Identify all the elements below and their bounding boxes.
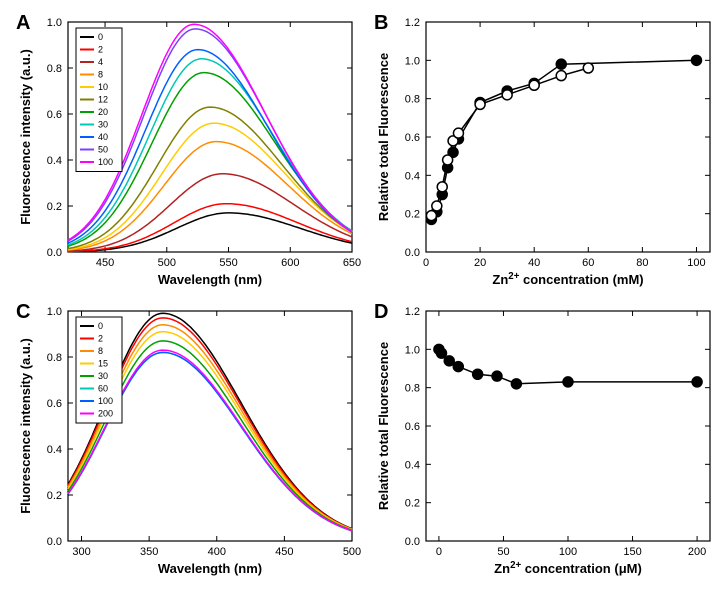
svg-text:1.0: 1.0: [47, 306, 62, 318]
panel-d-chart: 0 50 100 150 200 0.0 0.2 0.4 0.6 0.8 1.0 1.2 Zn2+ co…: [368, 299, 722, 583]
panel-b-label: B: [374, 12, 388, 35]
panel-a-label: A: [16, 12, 30, 35]
svg-text:Fluorescence intensity (a.u.): Fluorescence intensity (a.u.): [18, 338, 33, 514]
svg-text:450: 450: [96, 257, 114, 269]
svg-text:0.4: 0.4: [47, 444, 62, 456]
svg-text:0.2: 0.2: [405, 209, 420, 221]
panel-d: D 0 50 100 150 200 0.0 0.2 0.4 0.6 0.8 1.0 1.2 Zn2+ …: [368, 299, 722, 584]
panel-a: A 4505005506006500.00.20.40.60.81.0Wavel…: [10, 10, 364, 295]
svg-text:150: 150: [623, 546, 641, 558]
svg-text:Zn2+ concentration (μM): Zn2+ concentration (μM): [494, 560, 642, 576]
svg-text:100: 100: [687, 257, 705, 269]
svg-text:20: 20: [474, 257, 486, 269]
svg-text:0.2: 0.2: [47, 490, 62, 502]
svg-text:Wavelength (nm): Wavelength (nm): [158, 272, 262, 287]
svg-text:1.0: 1.0: [405, 344, 420, 356]
svg-text:600: 600: [281, 257, 299, 269]
svg-text:100: 100: [98, 396, 113, 406]
svg-text:0: 0: [436, 546, 442, 558]
svg-text:Relative total Fluorescence: Relative total Fluorescence: [376, 53, 391, 221]
svg-text:650: 650: [343, 257, 361, 269]
svg-text:1.0: 1.0: [47, 17, 62, 29]
svg-text:60: 60: [582, 257, 594, 269]
svg-text:Fluorescence intensity (a.u.): Fluorescence intensity (a.u.): [18, 49, 33, 225]
svg-text:1.2: 1.2: [405, 17, 420, 29]
svg-text:200: 200: [688, 546, 706, 558]
svg-text:100: 100: [98, 157, 113, 167]
svg-text:0.2: 0.2: [405, 497, 420, 509]
svg-text:0.8: 0.8: [405, 382, 420, 394]
svg-text:12: 12: [98, 95, 108, 105]
svg-text:350: 350: [140, 546, 158, 558]
svg-text:0.6: 0.6: [405, 421, 420, 433]
svg-text:500: 500: [158, 257, 176, 269]
svg-text:Relative total Fluorescence: Relative total Fluorescence: [376, 341, 391, 509]
svg-text:1.0: 1.0: [405, 55, 420, 67]
svg-text:80: 80: [636, 257, 648, 269]
panel-c-chart: 3003504004505000.00.20.40.60.81.0Wavelen…: [10, 299, 364, 583]
svg-text:0: 0: [98, 321, 103, 331]
svg-text:8: 8: [98, 70, 103, 80]
svg-text:0.4: 0.4: [405, 170, 420, 182]
svg-text:0.6: 0.6: [47, 398, 62, 410]
svg-text:500: 500: [343, 546, 361, 558]
svg-text:30: 30: [98, 371, 108, 381]
svg-text:30: 30: [98, 120, 108, 130]
svg-text:50: 50: [98, 145, 108, 155]
svg-text:0.8: 0.8: [47, 63, 62, 75]
svg-text:200: 200: [98, 408, 113, 418]
svg-text:60: 60: [98, 383, 108, 393]
svg-text:2: 2: [98, 333, 103, 343]
svg-text:0.6: 0.6: [47, 109, 62, 121]
svg-text:400: 400: [208, 546, 226, 558]
svg-text:20: 20: [98, 107, 108, 117]
svg-text:550: 550: [219, 257, 237, 269]
svg-text:2: 2: [98, 45, 103, 55]
svg-text:0.0: 0.0: [405, 536, 420, 548]
svg-text:4: 4: [98, 57, 103, 67]
svg-text:0.0: 0.0: [47, 247, 62, 259]
svg-text:40: 40: [528, 257, 540, 269]
panel-a-chart: 4505005506006500.00.20.40.60.81.0Wavelen…: [10, 10, 364, 294]
svg-text:8: 8: [98, 346, 103, 356]
svg-text:0.2: 0.2: [47, 201, 62, 213]
svg-text:0.0: 0.0: [405, 247, 420, 259]
svg-text:50: 50: [497, 546, 509, 558]
svg-text:0.6: 0.6: [405, 132, 420, 144]
panel-b: B 0 20 40 60 80 100 0.0 0.2 0.4 0.6 0.8 1.0 1.2 Zn2+ …: [368, 10, 722, 295]
svg-text:100: 100: [559, 546, 577, 558]
svg-text:0: 0: [423, 257, 429, 269]
svg-text:10: 10: [98, 82, 108, 92]
svg-text:0: 0: [98, 32, 103, 42]
svg-text:0.0: 0.0: [47, 536, 62, 548]
svg-text:0.4: 0.4: [47, 155, 62, 167]
panel-c: C 3003504004505000.00.20.40.60.81.0Wavel…: [10, 299, 364, 584]
panel-c-label: C: [16, 301, 30, 324]
panel-b-chart: 0 20 40 60 80 100 0.0 0.2 0.4 0.6 0.8 1.0 1.2 Zn2+ co…: [368, 10, 722, 294]
svg-text:15: 15: [98, 358, 108, 368]
svg-text:450: 450: [275, 546, 293, 558]
svg-text:40: 40: [98, 132, 108, 142]
svg-text:0.8: 0.8: [47, 352, 62, 364]
svg-text:Wavelength (nm): Wavelength (nm): [158, 561, 262, 576]
svg-text:1.2: 1.2: [405, 306, 420, 318]
panel-d-label: D: [374, 301, 388, 324]
svg-text:300: 300: [72, 546, 90, 558]
figure-grid: A 4505005506006500.00.20.40.60.81.0Wavel…: [10, 10, 718, 583]
svg-text:Zn2+ concentration (mM): Zn2+ concentration (mM): [492, 271, 643, 287]
svg-text:0.8: 0.8: [405, 94, 420, 106]
svg-text:0.4: 0.4: [405, 459, 420, 471]
